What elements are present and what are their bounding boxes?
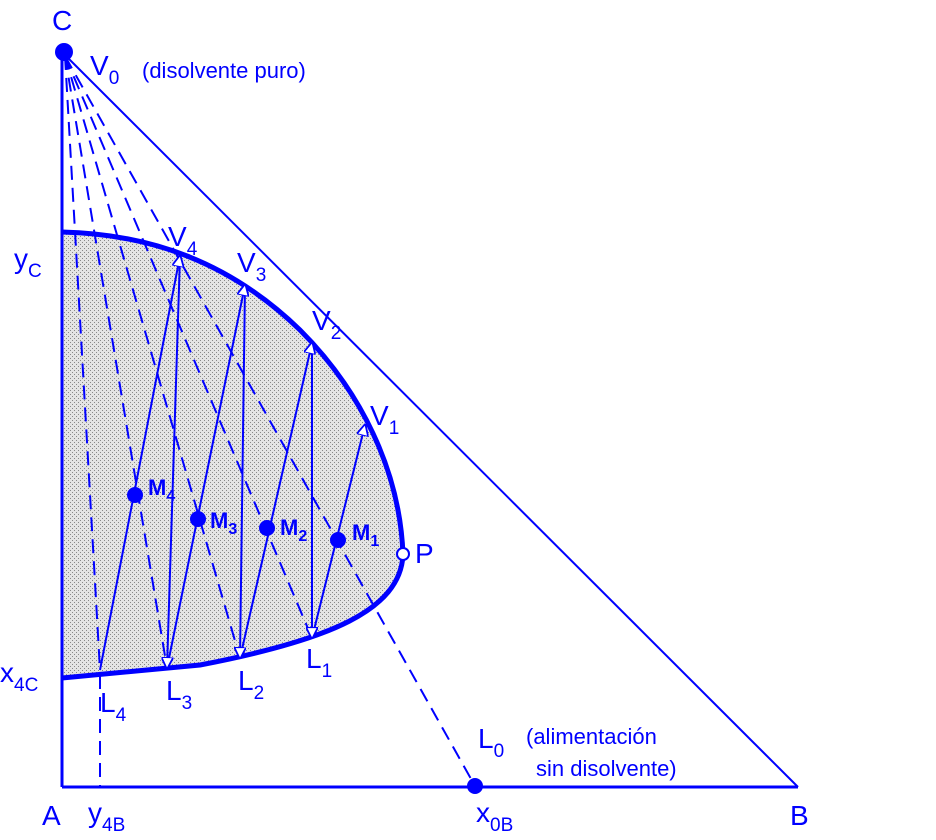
- label-sub: 3: [182, 693, 193, 714]
- tie-line: [311, 425, 365, 639]
- label-main: L: [478, 723, 494, 754]
- binodal-curve: [61, 229, 406, 681]
- label-main: V: [370, 400, 389, 431]
- label-main: L: [306, 643, 322, 674]
- label-sub: 2: [298, 528, 307, 545]
- two-phase-region: [62, 232, 403, 678]
- axis-label: y4B: [88, 797, 125, 836]
- axis-label: yC: [14, 243, 42, 282]
- point-m1: [330, 532, 346, 548]
- tie-line: [166, 285, 245, 669]
- plait-point-label: P: [415, 538, 434, 569]
- label-sub: 4B: [102, 815, 125, 836]
- feed-note: (alimentación: [526, 724, 657, 749]
- dashed-line: [64, 55, 241, 659]
- label-main: M: [280, 515, 298, 540]
- dashed-line: [64, 55, 101, 671]
- label-sub: 4: [187, 239, 198, 260]
- extract-label: V3: [237, 247, 266, 286]
- construction-lines: [64, 55, 476, 787]
- label-main: M: [352, 520, 370, 545]
- feed-note: sin disolvente): [536, 756, 677, 781]
- point-m4: [127, 487, 143, 503]
- tie-line: [240, 284, 245, 658]
- tie-line: [99, 256, 180, 671]
- point-m2: [259, 520, 275, 536]
- extract-label: V4: [168, 221, 198, 260]
- vertex-label: C: [52, 5, 72, 36]
- triangle: [60, 51, 799, 789]
- label-sub: 0: [494, 741, 505, 762]
- vertex-label: B: [790, 800, 809, 831]
- label-main: L: [238, 665, 254, 696]
- mixture-label: M4: [148, 475, 175, 505]
- point-c: [55, 43, 73, 61]
- label-sub: 2: [254, 683, 265, 704]
- label-main: y: [88, 797, 102, 828]
- extract-label: V2: [312, 305, 341, 344]
- dashed-line: [64, 55, 476, 787]
- label-sub: 1: [389, 418, 400, 439]
- label-sub: 0: [109, 68, 120, 89]
- label-main: M: [210, 508, 228, 533]
- raffinate-label: L4: [100, 687, 127, 726]
- points: [55, 43, 483, 794]
- extract-label: V1: [370, 400, 399, 439]
- label-sub: 2: [331, 323, 342, 344]
- label-main: L: [166, 675, 182, 706]
- label-main: x: [476, 797, 490, 828]
- label-sub: 3: [256, 265, 267, 286]
- label-sub: 0B: [490, 815, 513, 836]
- feed-label: L0: [478, 723, 504, 762]
- point-m3: [190, 511, 206, 527]
- tie-line: [239, 343, 312, 659]
- solvent-note: (disolvente puro): [142, 58, 306, 83]
- axis-label: x4C: [0, 657, 38, 696]
- dashed-line: [64, 55, 313, 639]
- label-main: x: [0, 657, 14, 688]
- label-main: M: [148, 475, 166, 500]
- raffinate-label: L3: [166, 675, 192, 714]
- label-main: y: [14, 243, 28, 274]
- point-l0: [467, 778, 483, 794]
- solvent-label: V0: [90, 50, 119, 89]
- label-sub: 4: [166, 488, 175, 505]
- dashed-line: [64, 55, 168, 669]
- vertex-label: A: [42, 800, 61, 831]
- label-sub: C: [28, 261, 42, 282]
- tie-line: [167, 255, 181, 668]
- label-sub: 3: [228, 521, 237, 538]
- mixture-label: M1: [352, 520, 379, 550]
- label-main: L: [100, 687, 116, 718]
- mixture-label: M2: [280, 515, 307, 545]
- label-main: V: [312, 305, 331, 336]
- label-main: V: [168, 221, 187, 252]
- label-sub: 1: [322, 661, 333, 682]
- label-sub: 4: [116, 705, 127, 726]
- hypotenuse: [61, 51, 799, 788]
- label-main: V: [237, 247, 256, 278]
- label-sub: 1: [370, 533, 379, 550]
- axis-label: x0B: [476, 797, 513, 836]
- mixture-label: M3: [210, 508, 237, 538]
- label-main: V: [90, 50, 109, 81]
- raffinate-label: L2: [238, 665, 264, 704]
- point-p: [396, 547, 410, 561]
- raffinate-label: L1: [306, 643, 332, 682]
- label-sub: 4C: [14, 675, 38, 696]
